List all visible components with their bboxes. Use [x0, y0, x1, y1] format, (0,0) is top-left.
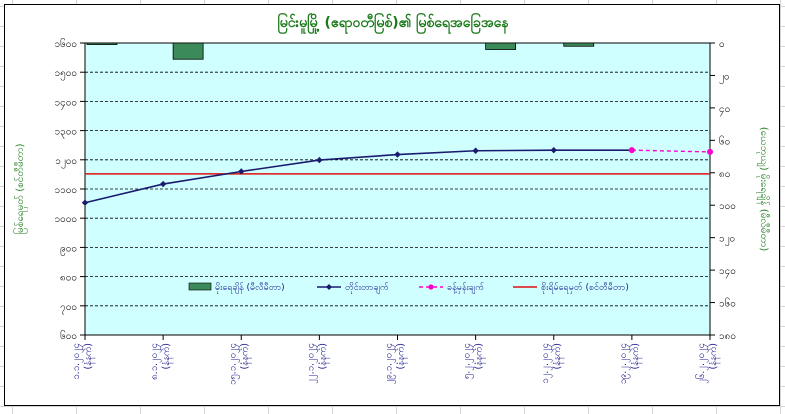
observed-line	[84, 149, 632, 204]
y-right-tick-label: ၆၀	[719, 134, 730, 147]
legend-label-rainfall: မိုးရေချိန် (မီလီမီတာ)	[215, 282, 285, 294]
x-tick-label-group: ၁၅.၁.၂၀၂၄ (နံနက်)	[227, 343, 251, 385]
observed-point	[81, 199, 89, 206]
x-tick-label-group: ၁၂.၂.၂၀၂၄ (နံနက်)	[540, 343, 564, 384]
legend-label-forecast: ခန့်မှန်းချက်	[447, 282, 485, 294]
x-tick-label-time: (နံနက်)	[396, 343, 408, 370]
y-left-tick-label: ၇၀၀	[60, 302, 77, 315]
y-axis-left: ၆၀၀ ၇၀၀ ၈၀၀ ၉၀၀ ၁၀၀၀ ၁၁၀၀ ၁၂၀၀ ၁၃၀၀ ၁၄၀၀ ၁၅၀၀ ၁၆၀၀	[55, 37, 85, 342]
x-tick-label-group: ၂၂.၁.၂၀၂၄ (နံနက်)	[305, 343, 329, 384]
observed-point	[316, 156, 323, 164]
x-tick-label-time: (နံနက်)	[708, 343, 720, 370]
y-axis-left-title: မြစ်ရေမှတ် (စင်တီမီတာ)	[12, 143, 28, 234]
y-left-tick-label: ၁၅၀၀	[55, 68, 78, 81]
legend-label-observed: တိုင်းတာချက်	[345, 282, 389, 294]
rainfall-bars	[86, 42, 595, 60]
legend-swatch-rainfall	[188, 282, 212, 291]
x-tick-label-group: ၁၉.၂.၂၀၂၄ (နံနက်)	[618, 343, 642, 384]
y-right-tick-label: ၁၆၀	[719, 297, 736, 310]
observed-point	[550, 146, 557, 154]
x-tick-label-time: (နံနက်)	[161, 343, 173, 370]
y-left-tick-label: ၁၀၀၀	[55, 214, 78, 225]
y-left-tick-label: ၆၀၀	[60, 329, 77, 342]
chart-frame[interactable]: မြင်းမူမြို့ (ဧရာဝတီမြစ်)၏ မြစ်ရေအခြေအနေ…	[4, 4, 780, 406]
x-tick-label-time: (နံနက်)	[552, 343, 564, 370]
gridlines	[85, 71, 710, 307]
y-axis-right-title: (ယေဘုယျ) မိုးရေချိန် (မီလီမီတာ)	[756, 127, 771, 252]
y-right-tick-label: ၁၂၀	[719, 234, 735, 247]
y-right-tick-label: ၈၀	[719, 169, 730, 180]
y-left-tick-label: ၁၆၀၀	[55, 37, 78, 50]
x-tick-label-date: ၁.၁.၂၀၂၄	[71, 343, 83, 380]
x-tick-label-date: ၁၉.၂.၂၀၂၄	[618, 343, 630, 384]
y-left-tick-label: ၁၃၀၀	[55, 127, 78, 140]
observed-point	[159, 180, 167, 188]
legend: မိုးရေချိန် (မီလီမီတာ) တိုင်းတာချက် ခန့်မှ…	[188, 282, 629, 294]
x-tick-label-time: (နံနက်)	[474, 343, 486, 370]
x-tick-label-date: ၅.၂.၂၀၂၄	[462, 343, 474, 379]
forecast-line	[631, 149, 711, 153]
y-right-tick-label: ၂၀	[719, 71, 730, 84]
chart-canvas: မြင်းမူမြို့ (ဧရာဝတီမြစ်)၏ မြစ်ရေအခြေအနေ…	[12, 13, 771, 385]
rainfall-bar	[485, 42, 517, 50]
x-tick-label-group: ၂၆.၂.၂၀၂၄ (နံနက်)	[696, 343, 720, 384]
rainfall-bar	[563, 42, 595, 47]
y-right-tick-label: ၄၀	[719, 104, 730, 117]
x-axis: ၁.၁.၂၀၂၄ (နံနက်) ၈.၁.၂၀၂၄ (နံနက်) ၁၅.၁.၂၀၂၄(…	[71, 335, 720, 385]
x-tick-label-group: ၅.၂.၂၀၂၄ (နံနက်)	[462, 343, 486, 379]
y-left-tick-label: ၁၂၀၀	[55, 156, 77, 169]
forecast-point	[707, 148, 713, 155]
x-tick-label-date: ၂၂.၁.၂၀၂၄	[305, 343, 317, 384]
y-right-tick-label: ၁၈၀	[719, 331, 736, 342]
observed-point	[394, 151, 401, 158]
x-tick-label-group: ၂၉.၁.၂၀၂၄ (နံနက်)	[384, 343, 408, 384]
x-tick-label-time: (နံနက်)	[630, 343, 642, 370]
y-left-tick-label: ၈၀၀	[60, 273, 77, 284]
y-right-tick-label: ၀	[719, 39, 725, 50]
legend-label-danger: စိုးရိမ်ရေမှတ် (စင်တီမီတာ)	[541, 282, 629, 294]
observed-point	[472, 147, 479, 154]
x-tick-label-time: (နံနက်)	[83, 343, 95, 370]
y-left-tick-label: ၁၁၀၀	[55, 185, 78, 196]
y-right-tick-label: ၁၄၀	[719, 266, 736, 279]
chart-title: မြင်းမူမြို့ (ဧရာဝတီမြစ်)၏ မြစ်ရေအခြေအနေ	[277, 13, 509, 34]
x-tick-label-time: (နံနက်)	[317, 343, 329, 370]
legend-marker-forecast	[428, 284, 434, 290]
x-tick-label-time: (နံနက်)	[239, 343, 251, 370]
observed-point	[238, 168, 245, 175]
x-tick-label-date: ၁၅.၁.၂၀၂၄	[227, 343, 239, 385]
water-level-lines	[81, 146, 713, 206]
forecast-point	[628, 147, 635, 154]
x-tick-label-date: ၁၂.၂.၂၀၂၄	[540, 343, 552, 384]
x-tick-label-date: ၂၆.၂.၂၀၂၄	[696, 343, 708, 384]
x-tick-label-group: ၁.၁.၂၀၂၄ (နံနက်)	[71, 343, 95, 380]
legend-marker-observed	[326, 284, 332, 290]
y-left-tick-label: ၉၀၀	[60, 243, 77, 256]
y-left-tick-label: ၁၄၀၀	[55, 97, 78, 110]
rainfall-bar	[172, 42, 204, 60]
x-tick-label-date: ၈.၁.၂၀၂၄	[149, 343, 161, 380]
x-tick-label-date: ၂၉.၁.၂၀၂၄	[384, 343, 396, 384]
y-right-tick-label: ၁၀၀	[719, 201, 736, 212]
x-tick-label-group: ၈.၁.၂၀၂၄ (နံနက်)	[149, 343, 173, 380]
rainfall-bar	[86, 42, 118, 45]
